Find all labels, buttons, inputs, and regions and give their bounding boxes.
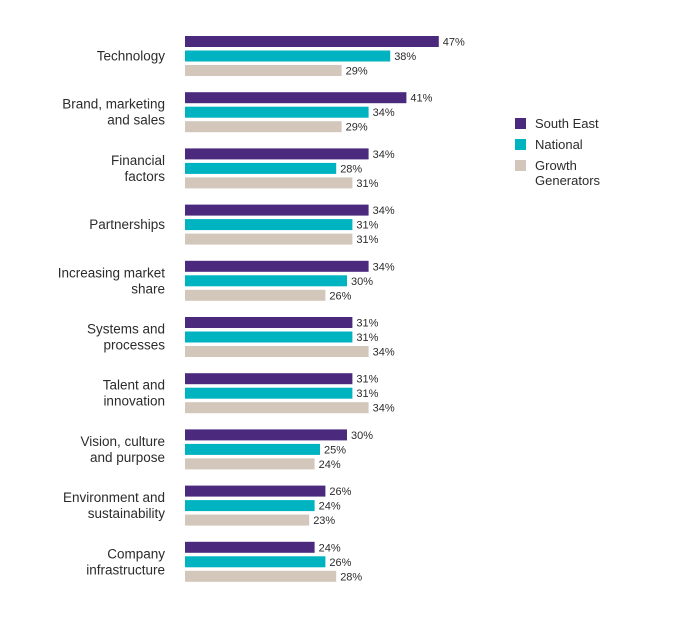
category-label-partnerships: Partnerships (89, 217, 165, 232)
bar-national-brand-marketing-and-sales (185, 106, 369, 118)
value-label-growth-generators-systems-and-processes: 34% (373, 347, 395, 359)
value-label-national-vision-culture-and-purpose: 25% (324, 444, 346, 456)
value-label-national-environment-and-sustainability: 24% (319, 501, 341, 513)
value-label-south-east-brand-marketing-and-sales: 41% (410, 93, 432, 105)
bar-growth-generators-vision-culture-and-purpose (185, 458, 315, 470)
bars-layer (185, 36, 439, 582)
value-label-national-partnerships: 31% (356, 220, 378, 232)
bar-national-increasing-market-share (185, 275, 347, 287)
bar-national-partnerships (185, 219, 353, 231)
legend-label-growth-generators: Generators (535, 173, 601, 188)
category-label-systems-and-processes: processes (103, 338, 165, 353)
bar-growth-generators-technology (185, 65, 342, 76)
category-label-environment-and-sustainability: sustainability (88, 506, 166, 521)
bar-south-east-increasing-market-share (185, 260, 369, 272)
category-label-vision-culture-and-purpose: Vision, culture (80, 434, 165, 449)
value-label-south-east-talent-and-innovation: 31% (356, 374, 378, 386)
value-label-national-brand-marketing-and-sales: 34% (373, 107, 395, 119)
category-label-environment-and-sustainability: Environment and (63, 490, 165, 505)
bar-national-systems-and-processes (185, 331, 353, 343)
value-label-national-systems-and-processes: 31% (356, 332, 378, 344)
bar-growth-generators-increasing-market-share (185, 289, 326, 301)
value-label-national-company-infrastructure: 26% (329, 557, 351, 569)
bar-growth-generators-brand-marketing-and-sales (185, 121, 342, 133)
bar-growth-generators-environment-and-sustainability (185, 514, 310, 526)
value-label-south-east-financial-factors: 34% (373, 149, 395, 161)
bar-south-east-brand-marketing-and-sales (185, 92, 407, 104)
category-label-brand-marketing-and-sales: and sales (107, 113, 165, 128)
bar-south-east-environment-and-sustainability (185, 485, 326, 497)
bar-south-east-financial-factors (185, 148, 369, 160)
bar-national-vision-culture-and-purpose (185, 443, 320, 455)
category-label-vision-culture-and-purpose: and purpose (90, 450, 165, 465)
category-label-brand-marketing-and-sales: Brand, marketing (62, 97, 165, 112)
legend-label-south-east: South East (535, 116, 599, 131)
bar-south-east-talent-and-innovation (185, 373, 353, 385)
bar-national-company-infrastructure (185, 556, 326, 568)
category-label-financial-factors: factors (124, 169, 165, 184)
bar-growth-generators-company-infrastructure (185, 570, 337, 582)
category-label-financial-factors: Financial (111, 153, 165, 168)
value-label-growth-generators-financial-factors: 31% (356, 178, 378, 190)
value-label-south-east-company-infrastructure: 24% (319, 542, 341, 554)
category-label-technology: Technology (97, 49, 166, 64)
value-label-national-talent-and-innovation: 31% (356, 388, 378, 400)
bar-growth-generators-talent-and-innovation (185, 402, 369, 414)
bar-south-east-company-infrastructure (185, 541, 315, 553)
legend-swatch-growth-generators (515, 160, 526, 171)
value-label-south-east-systems-and-processes: 31% (356, 318, 378, 330)
bar-growth-generators-financial-factors (185, 177, 353, 189)
category-label-increasing-market-share: share (131, 281, 165, 296)
category-label-company-infrastructure: Company (107, 546, 165, 561)
value-label-growth-generators-company-infrastructure: 28% (340, 571, 362, 583)
value-label-national-technology: 38% (394, 51, 416, 63)
value-label-growth-generators-technology: 29% (346, 66, 368, 78)
value-label-south-east-vision-culture-and-purpose: 30% (351, 430, 373, 442)
category-label-talent-and-innovation: innovation (103, 394, 165, 409)
legend-label-national: National (535, 137, 583, 152)
bar-national-environment-and-sustainability (185, 500, 315, 512)
bar-south-east-systems-and-processes (185, 317, 353, 328)
value-label-growth-generators-partnerships: 31% (356, 234, 378, 246)
category-label-company-infrastructure: infrastructure (86, 562, 165, 577)
bar-south-east-vision-culture-and-purpose (185, 429, 347, 441)
value-label-national-increasing-market-share: 30% (351, 276, 373, 288)
value-label-south-east-increasing-market-share: 34% (373, 261, 395, 273)
legend-swatch-south-east (515, 118, 526, 129)
category-label-talent-and-innovation: Talent and (103, 378, 165, 393)
category-label-systems-and-processes: Systems and (87, 322, 165, 337)
value-label-south-east-technology: 47% (443, 37, 465, 49)
bar-national-financial-factors (185, 162, 337, 174)
bar-growth-generators-partnerships (185, 233, 353, 245)
value-label-south-east-partnerships: 34% (373, 205, 395, 217)
labels-layer: 47% 38% 29% Technology 41% 34% 29% Brand, marke… (58, 37, 465, 584)
value-label-south-east-environment-and-sustainability: 26% (329, 486, 351, 498)
bar-south-east-technology (185, 36, 439, 47)
value-label-growth-generators-vision-culture-and-purpose: 24% (319, 459, 341, 471)
value-label-growth-generators-talent-and-innovation: 34% (373, 403, 395, 415)
value-label-national-financial-factors: 28% (340, 163, 362, 175)
value-label-growth-generators-brand-marketing-and-sales: 29% (346, 122, 368, 134)
legend-swatch-national (515, 139, 526, 150)
legend-label-growth-generators: Growth (535, 158, 577, 173)
bar-national-technology (185, 50, 391, 62)
bar-growth-generators-systems-and-processes (185, 346, 369, 357)
bar-national-talent-and-innovation (185, 387, 353, 399)
bar-south-east-partnerships (185, 204, 369, 216)
value-label-growth-generators-increasing-market-share: 26% (329, 290, 351, 302)
category-label-increasing-market-share: Increasing market (58, 265, 166, 280)
value-label-growth-generators-environment-and-sustainability: 23% (313, 515, 335, 527)
